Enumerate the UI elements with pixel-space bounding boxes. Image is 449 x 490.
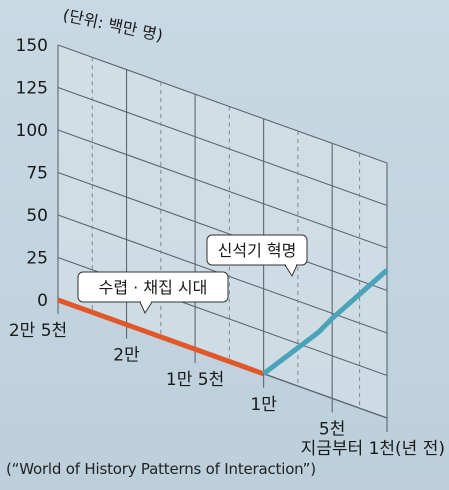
callout-label: 신석기 혁명 bbox=[218, 241, 297, 260]
x-tick-label: 2만 5천 bbox=[9, 321, 67, 341]
y-tick-label: 150 bbox=[16, 36, 48, 56]
y-tick-label: 125 bbox=[16, 79, 48, 99]
unit-label: (단위: 백만 명) bbox=[61, 5, 164, 45]
x-tick-label: 2만 bbox=[113, 346, 140, 366]
y-tick-label: 50 bbox=[26, 206, 48, 226]
source-caption: (“World of History Patterns of Interacti… bbox=[6, 460, 316, 478]
callouts: 수렵 · 채집 시대 신석기 혁명 bbox=[77, 234, 308, 315]
series-lines bbox=[57, 268, 389, 377]
x-tick-label: 지금부터 1천(년 전) bbox=[301, 439, 445, 459]
y-tick-label: 0 bbox=[37, 291, 48, 311]
y-tick-label: 75 bbox=[26, 164, 48, 184]
callout-box bbox=[77, 271, 229, 303]
x-tick-label: 1만 5천 bbox=[166, 370, 224, 390]
x-tick-label: 1만 bbox=[250, 395, 277, 415]
series-line bbox=[57, 297, 265, 377]
y-tick-label: 100 bbox=[16, 121, 48, 141]
y-tick-label: 25 bbox=[26, 249, 48, 269]
callout-box bbox=[206, 234, 308, 266]
y-axis-ticks: 0 25 50 75 100 125 150 bbox=[16, 36, 48, 311]
callout-label: 수렵 · 채집 시대 bbox=[99, 278, 208, 297]
series-line bbox=[262, 268, 389, 376]
x-tick-label: 5천 bbox=[319, 419, 345, 439]
